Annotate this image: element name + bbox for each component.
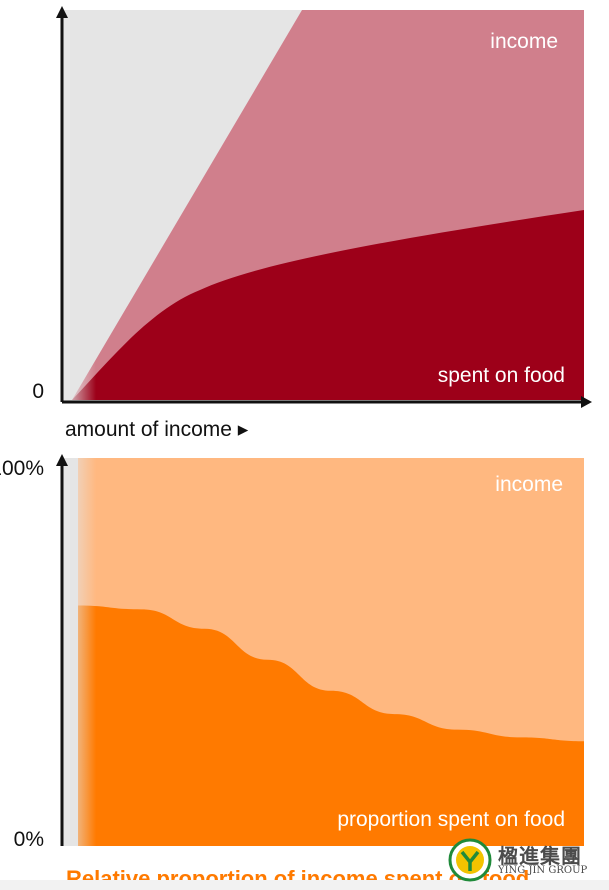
top-food-area — [72, 210, 584, 400]
watermark: 楹進集團 YING JIN GROUP — [448, 838, 609, 882]
top-chart: income spent on food 0 amount of income … — [32, 6, 592, 441]
bottom-y-tick-label-100: 100% — [0, 457, 44, 480]
top-y-axis-arrow — [56, 6, 68, 18]
bottom-series-label-food: proportion spent on food — [337, 808, 565, 831]
top-series-label-income: income — [490, 30, 558, 53]
watermark-text-cn: 楹進集團 — [498, 844, 582, 868]
top-x-axis-arrow — [581, 396, 592, 408]
bottom-y-tick-label-0: 0% — [14, 828, 44, 851]
bottom-food-area — [78, 605, 584, 846]
bottom-chart: income proportion spent on food 100% 0% … — [0, 454, 584, 890]
top-x-axis-label: amount of income ▸ — [65, 418, 249, 441]
top-y-tick-label-0: 0 — [32, 380, 44, 403]
top-fade — [62, 340, 96, 402]
watermark-text-en: YING JIN GROUP — [498, 865, 588, 876]
watermark-logo-icon — [448, 838, 492, 882]
bottom-y-axis-arrow — [56, 454, 68, 466]
top-series-label-food: spent on food — [438, 364, 565, 387]
bottom-strip — [0, 880, 609, 890]
bottom-series-label-income: income — [495, 473, 563, 496]
bottom-fade — [62, 458, 96, 846]
